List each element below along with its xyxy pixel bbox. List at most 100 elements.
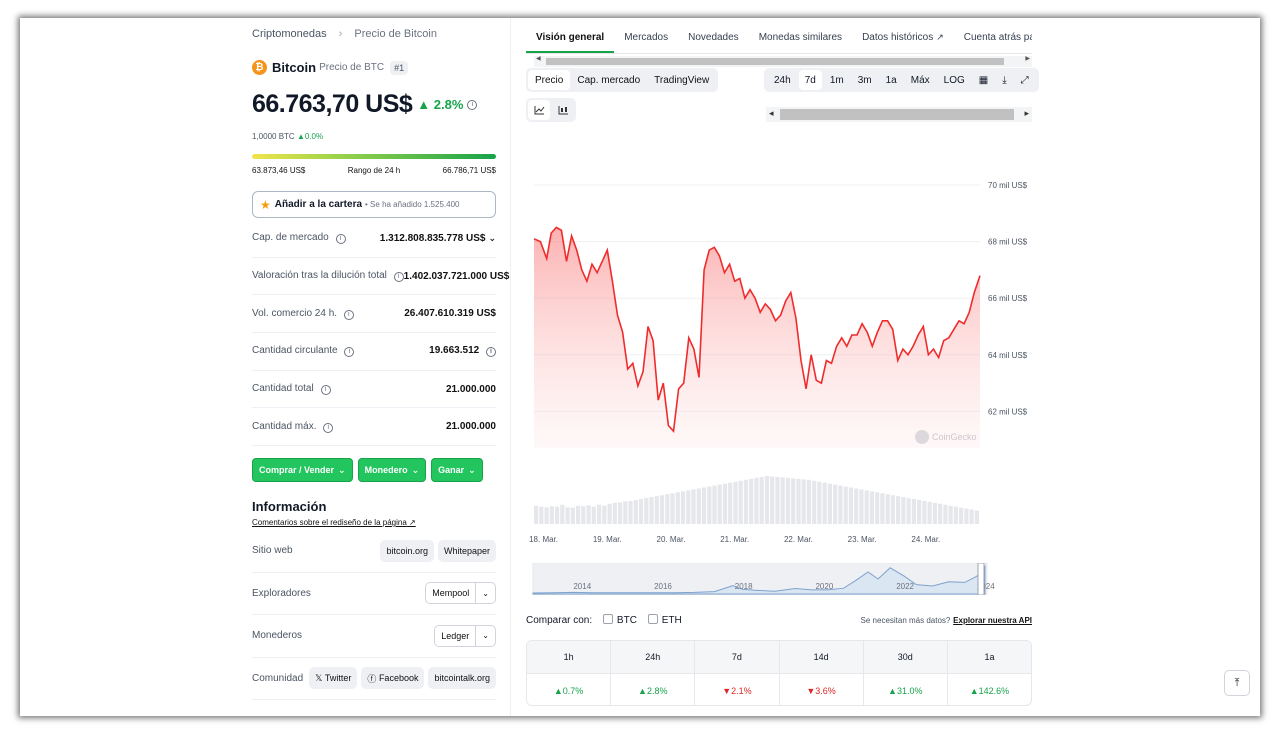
compare-label: Comparar con: <box>526 615 593 626</box>
volume-bar <box>964 508 969 524</box>
explorer-link[interactable]: Mempool <box>432 588 470 599</box>
price-change-value: 2.8% <box>433 97 464 112</box>
facebook-link[interactable]: ⓕ Facebook <box>361 667 425 690</box>
volume-bar <box>539 506 544 524</box>
navigator-handle[interactable] <box>977 563 985 595</box>
volume-bar <box>906 498 911 524</box>
tab-markets[interactable]: Mercados <box>624 32 669 43</box>
volume-bar <box>953 506 958 524</box>
range-24h-labels: 63.873,46 US$ Rango de 24 h 66.786,71 US… <box>252 166 496 175</box>
range-1m[interactable]: 1m <box>829 74 844 86</box>
range-log[interactable]: LOG <box>943 74 965 86</box>
price-change-24h: ▲ 2.8% <box>417 97 463 112</box>
tabs-scrollbar[interactable]: ◀ ▶ <box>534 56 1032 67</box>
scrollbar-thumb[interactable] <box>780 109 1014 120</box>
scroll-right-icon[interactable]: ▶ <box>1025 56 1030 62</box>
volume-bar <box>869 491 874 524</box>
coingecko-watermark: CoinGecko <box>915 430 977 444</box>
scroll-left-icon[interactable]: ◀ <box>536 56 541 62</box>
chart-type-tradingview[interactable]: TradingView <box>654 74 710 86</box>
buy-sell-button[interactable]: Comprar / Vender ⌄ <box>252 458 353 482</box>
btc-amount: 1,0000 BTC <box>252 132 295 141</box>
range-24h[interactable]: 24h <box>774 74 791 86</box>
range-1y[interactable]: 1a <box>885 74 897 86</box>
info-icon[interactable]: i <box>393 272 404 283</box>
info-icon[interactable]: i <box>335 234 346 245</box>
earn-button[interactable]: Ganar ⌄ <box>431 458 483 482</box>
add-to-portfolio-button[interactable]: ★ Añadir a la cartera • Se ha añadido 1.… <box>252 191 496 218</box>
tab-halving-countdown[interactable]: Cuenta atrás para el h <box>963 32 1032 43</box>
wallet-link[interactable]: Ledger <box>441 630 470 641</box>
stat-row-volume: Vol. comercio 24 h. i 26.407.610.319 US$ <box>252 295 496 334</box>
volume-bar <box>880 493 885 524</box>
calendar-icon[interactable]: ▦ <box>978 74 989 86</box>
info-icon[interactable]: i <box>467 99 478 110</box>
back-to-top-button[interactable]: ⤒ <box>1224 670 1250 696</box>
volume-bar <box>717 484 722 524</box>
volume-chart <box>534 476 979 524</box>
chevron-down-icon[interactable]: ⌄ <box>475 625 495 646</box>
twitter-link[interactable]: 𝕏 Twitter <box>309 667 358 690</box>
volume-bar <box>948 505 953 524</box>
chevron-down-icon[interactable]: ⌄ <box>475 583 495 604</box>
external-link-icon: ↗ <box>936 32 944 42</box>
period-change: ▲ 0.7% <box>527 674 612 705</box>
info-icon[interactable]: i <box>344 347 355 358</box>
scroll-left-icon[interactable]: ◂ <box>769 108 774 118</box>
feedback-link[interactable]: Comentarios sobre el rediseño de la pági… <box>252 518 416 527</box>
history-navigator[interactable]: 2014 2016 2018 2020 2022 2024 <box>526 563 1032 595</box>
download-icon[interactable]: ⤓ <box>1002 74 1007 86</box>
candlestick-chart-icon[interactable] <box>552 100 574 120</box>
volume-bar <box>901 497 906 524</box>
scroll-right-icon[interactable]: ▸ <box>1024 108 1029 118</box>
chevron-down-icon: ⌄ <box>468 464 476 475</box>
chevron-down-icon[interactable]: ⌄ <box>488 232 496 243</box>
scrollbar-thumb[interactable] <box>546 58 1004 65</box>
info-icon[interactable]: i <box>343 309 354 320</box>
tab-overview[interactable]: Visión general <box>526 28 615 53</box>
website-link[interactable]: bitcoin.org <box>380 539 434 562</box>
volume-bar <box>796 478 801 524</box>
volume-bar <box>665 494 670 524</box>
stat-value: 1.312.808.835.778 US$ <box>379 232 486 244</box>
rank-badge: #1 <box>390 60 409 75</box>
volume-bar <box>555 506 560 524</box>
explorer-dropdown[interactable]: Mempool ⌄ <box>425 582 496 605</box>
tab-similar-coins[interactable]: Monedas similares <box>758 32 843 43</box>
btc-conversion: 1,0000 BTC ▲0.0% <box>252 132 323 141</box>
range-7d[interactable]: 7d <box>798 70 822 90</box>
price-chart[interactable]: 60 mil US$62 mil US$64 mil US$66 mil US$… <box>526 148 1032 448</box>
volume-bar <box>728 482 733 524</box>
chart-type-price[interactable]: Precio <box>528 70 571 90</box>
breadcrumb-parent[interactable]: Criptomonedas <box>252 28 327 40</box>
volume-bar <box>922 501 927 524</box>
compare-eth-checkbox[interactable] <box>647 614 658 624</box>
volume-bar <box>775 477 780 524</box>
fullscreen-icon[interactable]: ⤢ <box>1020 74 1029 86</box>
volume-bar <box>591 506 596 524</box>
volume-bar <box>607 503 612 524</box>
compare-btc-checkbox[interactable] <box>602 614 613 624</box>
info-icon[interactable]: i <box>320 385 331 396</box>
explorers-row: Exploradores Mempool ⌄ <box>252 573 496 615</box>
tab-news[interactable]: Novedades <box>688 32 739 43</box>
breadcrumb: Criptomonedas › Precio de Bitcoin <box>252 28 437 40</box>
whitepaper-link[interactable]: Whitepaper <box>437 539 496 562</box>
wallet-dropdown[interactable]: Ledger ⌄ <box>434 624 496 647</box>
chart-scrollbar[interactable]: ◂ ▸ <box>766 107 1032 122</box>
range-max[interactable]: Máx <box>910 74 930 86</box>
info-icon[interactable]: i <box>323 422 334 433</box>
info-icon[interactable]: i <box>486 347 496 358</box>
chart-type-market-cap[interactable]: Cap. mercado <box>577 74 641 86</box>
forum-link[interactable]: bitcointalk.org <box>428 667 496 690</box>
volume-bar <box>911 499 916 524</box>
api-link[interactable]: Explorar nuestra API <box>953 615 1032 625</box>
chart-type-selector: Precio Cap. mercado TradingView <box>526 68 719 92</box>
stat-value: 21.000.000 <box>445 383 496 395</box>
wallets-row: Monederos Ledger ⌄ <box>252 615 496 658</box>
tab-historical-data[interactable]: Datos históricos ↗ <box>852 28 954 53</box>
facebook-logo-icon: ⓕ <box>367 673 379 684</box>
range-3m[interactable]: 3m <box>857 74 872 86</box>
wallet-button[interactable]: Monedero ⌄ <box>357 458 427 482</box>
line-chart-icon[interactable] <box>528 100 550 120</box>
